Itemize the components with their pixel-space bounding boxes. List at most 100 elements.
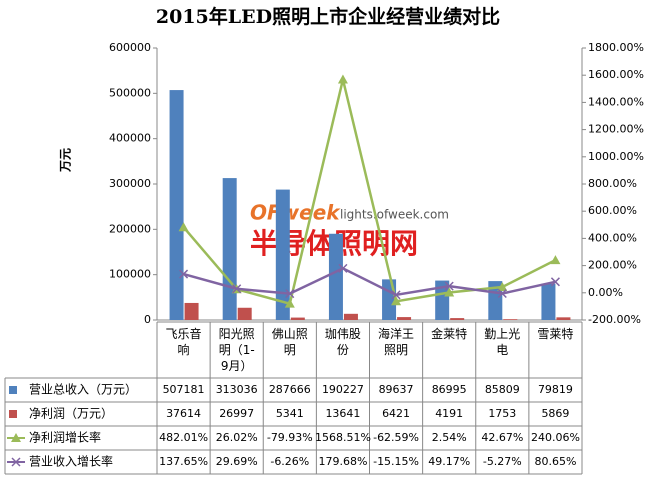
legend-label: 营业收入增长率 (29, 454, 113, 469)
marker (550, 255, 561, 265)
marker (497, 281, 508, 291)
category-cell: 海洋王照明 (378, 327, 415, 357)
bar (503, 319, 518, 320)
category-cell: 勤上光电 (484, 327, 521, 357)
marker (391, 290, 401, 300)
table-value: 42.67% (481, 431, 523, 444)
table-value: 240.06% (531, 431, 580, 444)
category-cell: 金莱特 (431, 327, 468, 341)
y2-tick-label: 1200.00% (588, 123, 644, 136)
watermark-brand: OFweek (250, 201, 341, 225)
x-tick-label: 珈伟股份 (324, 327, 361, 357)
y-tick-label: 300000 (109, 177, 151, 190)
x-tick-label: 飞乐音响 (165, 327, 202, 357)
chart-title: 2015年LED照明上市企业经营业绩对比 (156, 5, 500, 28)
y-tick-label: 400000 (109, 132, 151, 145)
table-value: 49.17% (428, 455, 470, 468)
marker (444, 281, 454, 291)
table-value: 6421 (382, 407, 410, 420)
table-value: 1568.51% (315, 431, 371, 444)
y2-tick-label: 1600.00% (588, 68, 644, 81)
table-value: 2.54% (432, 431, 467, 444)
x-tick-label: 海洋王照明 (378, 327, 415, 357)
table-value: 482.01% (159, 431, 208, 444)
table-value: 29.69% (216, 455, 258, 468)
marker (284, 298, 295, 308)
table-value: 1753 (488, 407, 516, 420)
y2-tick-label: 400.00% (588, 231, 637, 244)
marker (550, 277, 560, 287)
legend-label: 净利润增长率 (29, 430, 101, 445)
table-value: 13641 (325, 407, 360, 420)
category-cell: 阳光照明（1-9月） (219, 327, 255, 373)
table-value: 89637 (379, 383, 414, 396)
table-value: 313036 (216, 383, 258, 396)
y-tick-label: 500000 (109, 86, 151, 99)
y-tick-label: 100000 (109, 268, 151, 281)
table-value: 507181 (163, 383, 205, 396)
category-cell: 珈伟股份 (324, 327, 361, 357)
table-value: 5869 (541, 407, 569, 420)
watermark-site: lights.ofweek.com (340, 208, 449, 222)
bar (328, 233, 343, 320)
table-value: 80.65% (534, 455, 576, 468)
y2-tick-label: -200.00% (588, 313, 641, 326)
x-tick-label: 勤上光电 (484, 327, 521, 357)
marker (178, 222, 189, 232)
legend-marker (11, 433, 21, 442)
y2-tick-label: 600.00% (588, 204, 637, 217)
bar (275, 189, 290, 320)
line (183, 266, 556, 297)
marker (391, 296, 402, 306)
category-cell: 飞乐音响 (165, 327, 202, 357)
bar (290, 317, 305, 320)
bar (343, 313, 358, 320)
bar (450, 318, 465, 320)
category-cell: 佛山照明 (271, 327, 308, 357)
table-value: -5.27% (483, 455, 522, 468)
bar (556, 317, 571, 320)
y-axis-label: 万元 (59, 148, 73, 173)
y-tick-label: 200000 (109, 222, 151, 235)
table-value: 5341 (276, 407, 304, 420)
table-value: 190227 (322, 383, 364, 396)
marker (338, 263, 348, 273)
y-tick-label: 0 (144, 313, 151, 326)
x-tick-label: 雪莱特 (537, 327, 574, 341)
y2-tick-label: 0.00% (588, 286, 623, 299)
x-tick-label: 金莱特 (431, 327, 468, 341)
table-value: 26997 (219, 407, 254, 420)
y2-tick-label: 800.00% (588, 177, 637, 190)
marker (285, 289, 295, 299)
table-value: 26.02% (216, 431, 258, 444)
category-cell: 雪莱特 (537, 327, 574, 341)
y-tick-label: 600000 (109, 41, 151, 54)
table-value: 79819 (538, 383, 573, 396)
marker (337, 74, 348, 84)
table-value: -62.59% (373, 431, 419, 444)
bar (184, 302, 199, 320)
y2-tick-label: 1000.00% (588, 150, 644, 163)
table-value: 287666 (269, 383, 311, 396)
legend-key (9, 386, 17, 394)
table-value: -15.15% (373, 455, 419, 468)
legend-key (9, 410, 17, 418)
bar (237, 307, 252, 320)
marker (179, 269, 189, 279)
marker (444, 287, 455, 297)
bar (169, 90, 184, 321)
legend-label: 净利润（万元） (29, 407, 113, 421)
marker (232, 284, 242, 294)
y2-tick-label: 200.00% (588, 259, 637, 272)
line (182, 79, 557, 306)
x-tick-label: 佛山照明 (271, 327, 308, 357)
table-value: 137.65% (159, 455, 208, 468)
table-value: 86995 (432, 383, 467, 396)
bar (222, 178, 237, 320)
bar (397, 317, 412, 320)
table-value: -79.93% (267, 431, 313, 444)
table-value: 179.68% (318, 455, 367, 468)
table-value: 4191 (435, 407, 463, 420)
legend-label: 营业总收入（万元） (29, 383, 137, 397)
